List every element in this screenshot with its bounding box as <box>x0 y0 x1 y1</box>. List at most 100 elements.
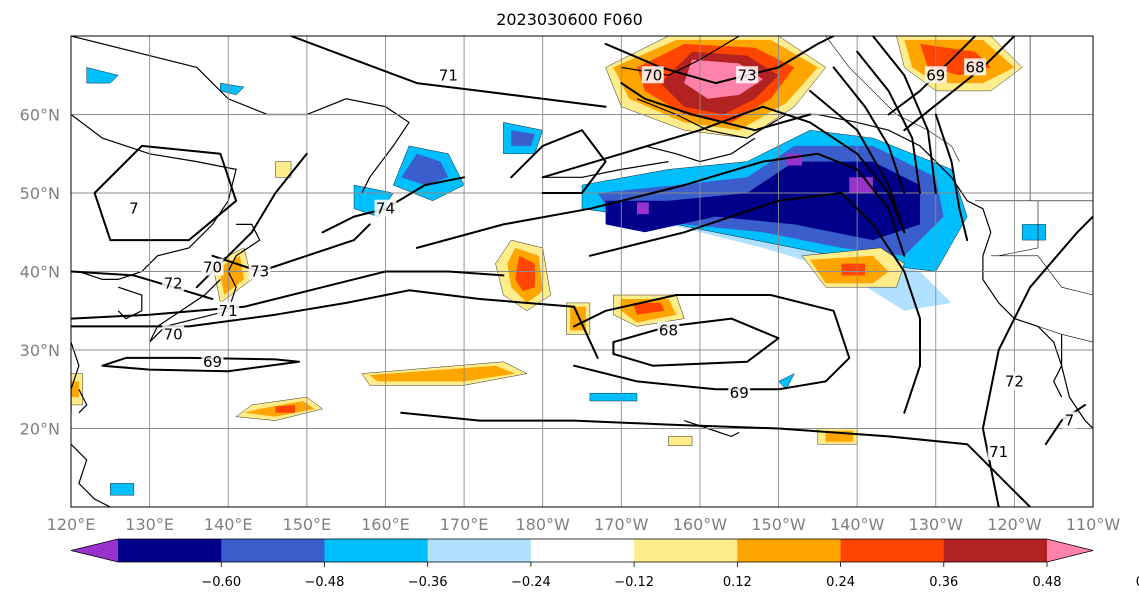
lon-tick-label: 140°E <box>204 515 253 534</box>
border-line <box>998 200 1039 257</box>
contour-label-bg <box>1003 372 1026 390</box>
colorbar-max-extend <box>1047 539 1093 562</box>
colorbar-tick-label: −0.36 <box>408 575 448 590</box>
contour-line <box>620 82 811 132</box>
colorbar-segment <box>634 539 738 562</box>
contour-label-bg <box>217 301 240 319</box>
height-contours <box>71 36 1093 507</box>
lat-tick-label: 50°N <box>20 184 60 203</box>
colorbar-segment <box>221 539 325 562</box>
contour-label: 68 <box>966 58 985 76</box>
contour-label: 7 <box>129 200 139 218</box>
shaded-region-orange <box>71 381 79 398</box>
shaded-region-deepsky <box>778 373 795 390</box>
shaded-region-orange <box>369 365 516 382</box>
shaded-region-deepsky <box>220 82 245 96</box>
contour-line <box>832 66 906 194</box>
shaded-region-deepsky <box>1022 224 1047 241</box>
lon-tick-label: 150°W <box>751 515 806 534</box>
shaded-region-orange <box>218 255 244 295</box>
colorbar-tick-label: −0.12 <box>614 575 654 590</box>
border-line <box>1037 326 1093 343</box>
shaded-region-yellow <box>275 161 292 178</box>
contour-line <box>934 113 969 242</box>
contour-line <box>400 411 1032 507</box>
colorbar-tick-label: −0.48 <box>305 575 345 590</box>
coastlines <box>71 36 1093 507</box>
contour-label: 71 <box>439 66 458 84</box>
contour-label: 71 <box>219 302 238 320</box>
contour-line <box>903 36 1016 132</box>
longitude-labels: 120°E 130°E 140°E 150°E 160°E 170°E 180°W 170°W… <box>47 515 1121 534</box>
shaded-region-navy <box>605 161 920 241</box>
lon-tick-label: 150°E <box>283 515 332 534</box>
contour-label-bg <box>1062 411 1076 429</box>
lat-tick-label: 30°N <box>20 341 60 360</box>
shaded-region-orangered <box>515 255 535 292</box>
contour-line <box>573 294 851 391</box>
colorbar-tick-label: 0.12 <box>723 575 752 590</box>
contour-label-bg <box>964 58 987 76</box>
contour-line <box>809 89 906 234</box>
plot-area: 69 70 71 72 68 69 71 72 73 70 69 68 71 74 73 70 7 7 <box>70 35 1094 508</box>
contour-label: 74 <box>376 200 395 218</box>
contour-line <box>856 50 921 194</box>
colorbar-tick-label: 0.60 <box>1136 575 1139 590</box>
contour-label: 68 <box>659 321 678 339</box>
coastline <box>542 161 669 178</box>
colorbar-segment <box>427 539 532 562</box>
contour-line <box>93 144 238 242</box>
lon-tick-label: 170°W <box>594 515 649 534</box>
coastline <box>71 443 111 507</box>
coastline <box>71 114 237 280</box>
contour-label: 69 <box>926 66 945 84</box>
contour-label-bg <box>657 321 680 339</box>
colorbar-outline <box>70 538 1094 563</box>
colorbar-segment <box>943 539 1048 562</box>
coastline <box>71 341 80 413</box>
colorbar-segment <box>530 539 635 562</box>
colorbar-tick-label: 0.36 <box>929 575 958 590</box>
colorbar-tick-label: −0.60 <box>201 575 241 590</box>
contour-line <box>211 223 371 273</box>
coastline <box>636 98 1093 429</box>
colorbar-segment <box>324 539 428 562</box>
colorbar: −0.60 −0.48 −0.36 −0.24 −0.12 0.12 0.24 0.36 0.4… <box>70 538 1139 590</box>
shaded-region-purple <box>637 202 649 215</box>
lon-tick-label: 180°W <box>516 515 571 534</box>
lon-tick-label: 140°W <box>830 515 885 534</box>
contour-label: 72 <box>1005 372 1024 390</box>
shaded-region-orangered <box>275 404 296 413</box>
contour-line <box>101 356 300 373</box>
contour-label: 72 <box>164 274 183 292</box>
contour-label: 70 <box>164 325 183 343</box>
contour-label: 69 <box>203 353 222 371</box>
lon-tick-label: 160°E <box>361 515 410 534</box>
contour-labels: 69 70 71 72 68 69 71 72 73 70 69 68 71 74 73 70 7 7 <box>127 58 1076 461</box>
coastline <box>78 389 88 414</box>
contour-line <box>290 36 607 108</box>
contour-line <box>71 289 599 359</box>
contour-label-bg <box>201 258 224 276</box>
contour-label-bg <box>127 199 141 217</box>
lon-tick-label: 170°E <box>440 515 489 534</box>
shaded-region-orangered <box>841 263 865 276</box>
contour-label-bg <box>374 199 397 217</box>
contour-label-bg <box>437 66 460 84</box>
lon-tick-label: 120°E <box>47 515 96 534</box>
shaded-region-royal <box>401 153 449 186</box>
map-frame <box>70 35 1094 508</box>
coastline <box>684 420 740 438</box>
contour-line <box>71 270 214 300</box>
contour-line <box>981 215 1093 507</box>
contour-label: 71 <box>989 443 1008 461</box>
lon-tick-label: 110°W <box>1066 515 1121 534</box>
colorbar-tick-label: 0.24 <box>826 575 855 590</box>
lon-tick-label: 120°W <box>987 515 1042 534</box>
contour-label-bg <box>924 66 947 84</box>
lat-tick-label: 40°N <box>20 263 60 282</box>
coastline <box>71 36 410 194</box>
colorbar-segment <box>737 539 841 562</box>
colorbar-segment <box>840 539 945 562</box>
contour-label-bg <box>201 352 224 370</box>
